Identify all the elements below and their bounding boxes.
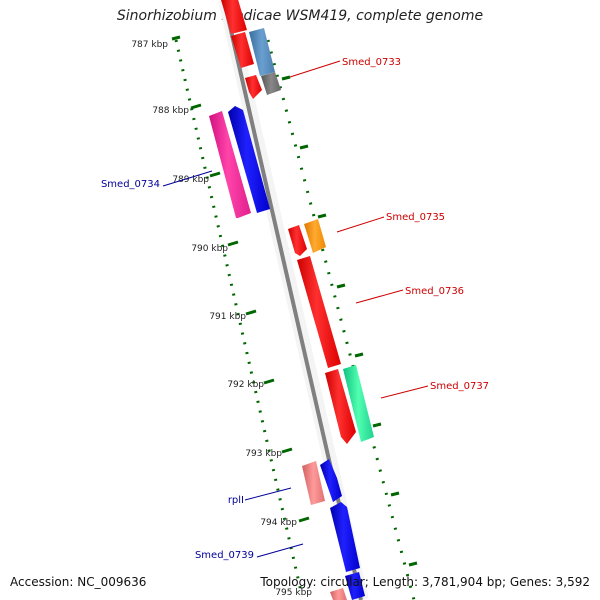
gene-blue-bottom[interactable] xyxy=(345,572,365,600)
tick-label-793: 793 kbp xyxy=(245,449,282,459)
label-smed-0734[interactable]: Smed_0734 xyxy=(101,179,160,190)
genome-summary-text: Topology: circular; Length: 3,781,904 bp… xyxy=(260,575,590,589)
tick-label-787: 787 kbp xyxy=(131,40,168,50)
tick-label-794: 794 kbp xyxy=(260,518,297,528)
gene-salmon-bottom[interactable] xyxy=(330,588,347,600)
leader-smed-0733 xyxy=(289,60,341,78)
leader-smed-0739 xyxy=(256,543,304,558)
map-title: Sinorhizobium medicae WSM419, complete g… xyxy=(116,8,484,24)
leader-smed-0734 xyxy=(162,170,213,187)
gene-red-0733a[interactable] xyxy=(231,32,254,68)
gene-blue-0734b[interactable] xyxy=(228,106,270,213)
backbone-line xyxy=(222,0,363,600)
gene-smed-0733[interactable] xyxy=(249,28,275,76)
leader-smed-0735 xyxy=(336,216,385,233)
label-smed-0735[interactable]: Smed_0735 xyxy=(386,212,445,223)
outer-ruler xyxy=(266,39,416,600)
gene-smed-0737[interactable] xyxy=(343,365,374,442)
major-ticks xyxy=(171,35,310,523)
gene-smed-0734[interactable] xyxy=(209,111,251,218)
gene-top-partial[interactable] xyxy=(221,0,247,34)
gene-red-0735[interactable] xyxy=(288,225,307,256)
gene-red-0737[interactable] xyxy=(325,369,356,444)
label-smed-0736[interactable]: Smed_0736 xyxy=(405,286,464,297)
leader-smed-0736 xyxy=(355,289,404,304)
label-smed-0737[interactable]: Smed_0737 xyxy=(430,381,489,392)
gene-grey-0733[interactable] xyxy=(261,72,281,95)
leader-rpli xyxy=(244,487,292,501)
tick-label-795: 795 kbp xyxy=(275,588,312,598)
outer-major-ticks xyxy=(281,75,418,567)
accession-text: Accession: NC_009636 xyxy=(10,575,147,589)
tick-label-792: 792 kbp xyxy=(227,380,264,390)
gene-smed-0739[interactable] xyxy=(330,502,360,572)
leader-smed-0737 xyxy=(380,385,429,399)
label-smed-0733[interactable]: Smed_0733 xyxy=(342,57,401,68)
gene-smed-0736[interactable] xyxy=(297,256,341,368)
gene-red-0733b[interactable] xyxy=(245,75,262,99)
label-rpli[interactable]: rplI xyxy=(228,495,244,506)
gene-salmon-rpli[interactable] xyxy=(302,461,325,505)
gene-rpli[interactable] xyxy=(320,459,342,502)
tick-label-789: 789 kbp xyxy=(172,175,209,185)
gene-smed-0735[interactable] xyxy=(304,219,326,253)
tick-label-790: 790 kbp xyxy=(191,244,228,254)
tick-label-791: 791 kbp xyxy=(209,312,246,322)
label-smed-0739[interactable]: Smed_0739 xyxy=(195,550,254,561)
tick-label-788: 788 kbp xyxy=(152,106,189,116)
